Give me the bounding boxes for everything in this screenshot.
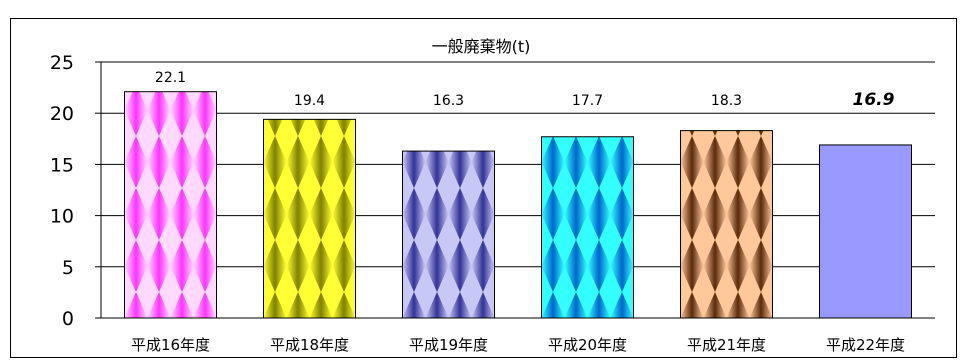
axes: [95, 61, 935, 319]
x-tick-label: 平成18年度: [270, 336, 349, 354]
bar: [680, 130, 773, 319]
bar: [541, 136, 634, 319]
x-tick-label: 平成21年度: [687, 336, 766, 354]
x-tick-label: 平成16年度: [131, 336, 210, 354]
bars: [124, 91, 912, 319]
bar: [263, 118, 356, 319]
y-tick-label: 10: [50, 206, 74, 228]
gridlines: [101, 61, 935, 268]
y-tick-label: 15: [50, 154, 74, 176]
bar-value-label: 19.4: [294, 93, 325, 109]
y-tick-labels: 0 5 10 15 20 25: [50, 52, 74, 330]
y-tick-label: 5: [62, 257, 74, 279]
bar: [124, 91, 217, 319]
bar-value-label: 16.3: [433, 93, 464, 109]
y-tick-label: 25: [50, 52, 74, 74]
bar-value-label: 18.3: [711, 93, 742, 109]
bar-value-label: 17.7: [572, 93, 603, 109]
bar: [402, 150, 495, 319]
y-tick-label: 0: [62, 308, 74, 330]
bar-value-label: 16.9: [853, 90, 895, 110]
x-tick-label: 平成20年度: [548, 336, 627, 354]
x-tick-label: 平成19年度: [409, 336, 488, 354]
y-tick-label: 20: [50, 103, 74, 125]
data-labels: 22.1 19.4 16.3 17.7 18.3 16.9: [155, 70, 895, 110]
bar-value-label: 22.1: [155, 70, 186, 86]
x-tick-labels: 平成16年度 平成18年度 平成19年度 平成20年度 平成21年度 平成22年度: [131, 336, 905, 354]
x-tick-label: 平成22年度: [826, 336, 905, 354]
bar: [819, 144, 912, 319]
chart-title: 一般廃棄物(t): [432, 37, 531, 56]
